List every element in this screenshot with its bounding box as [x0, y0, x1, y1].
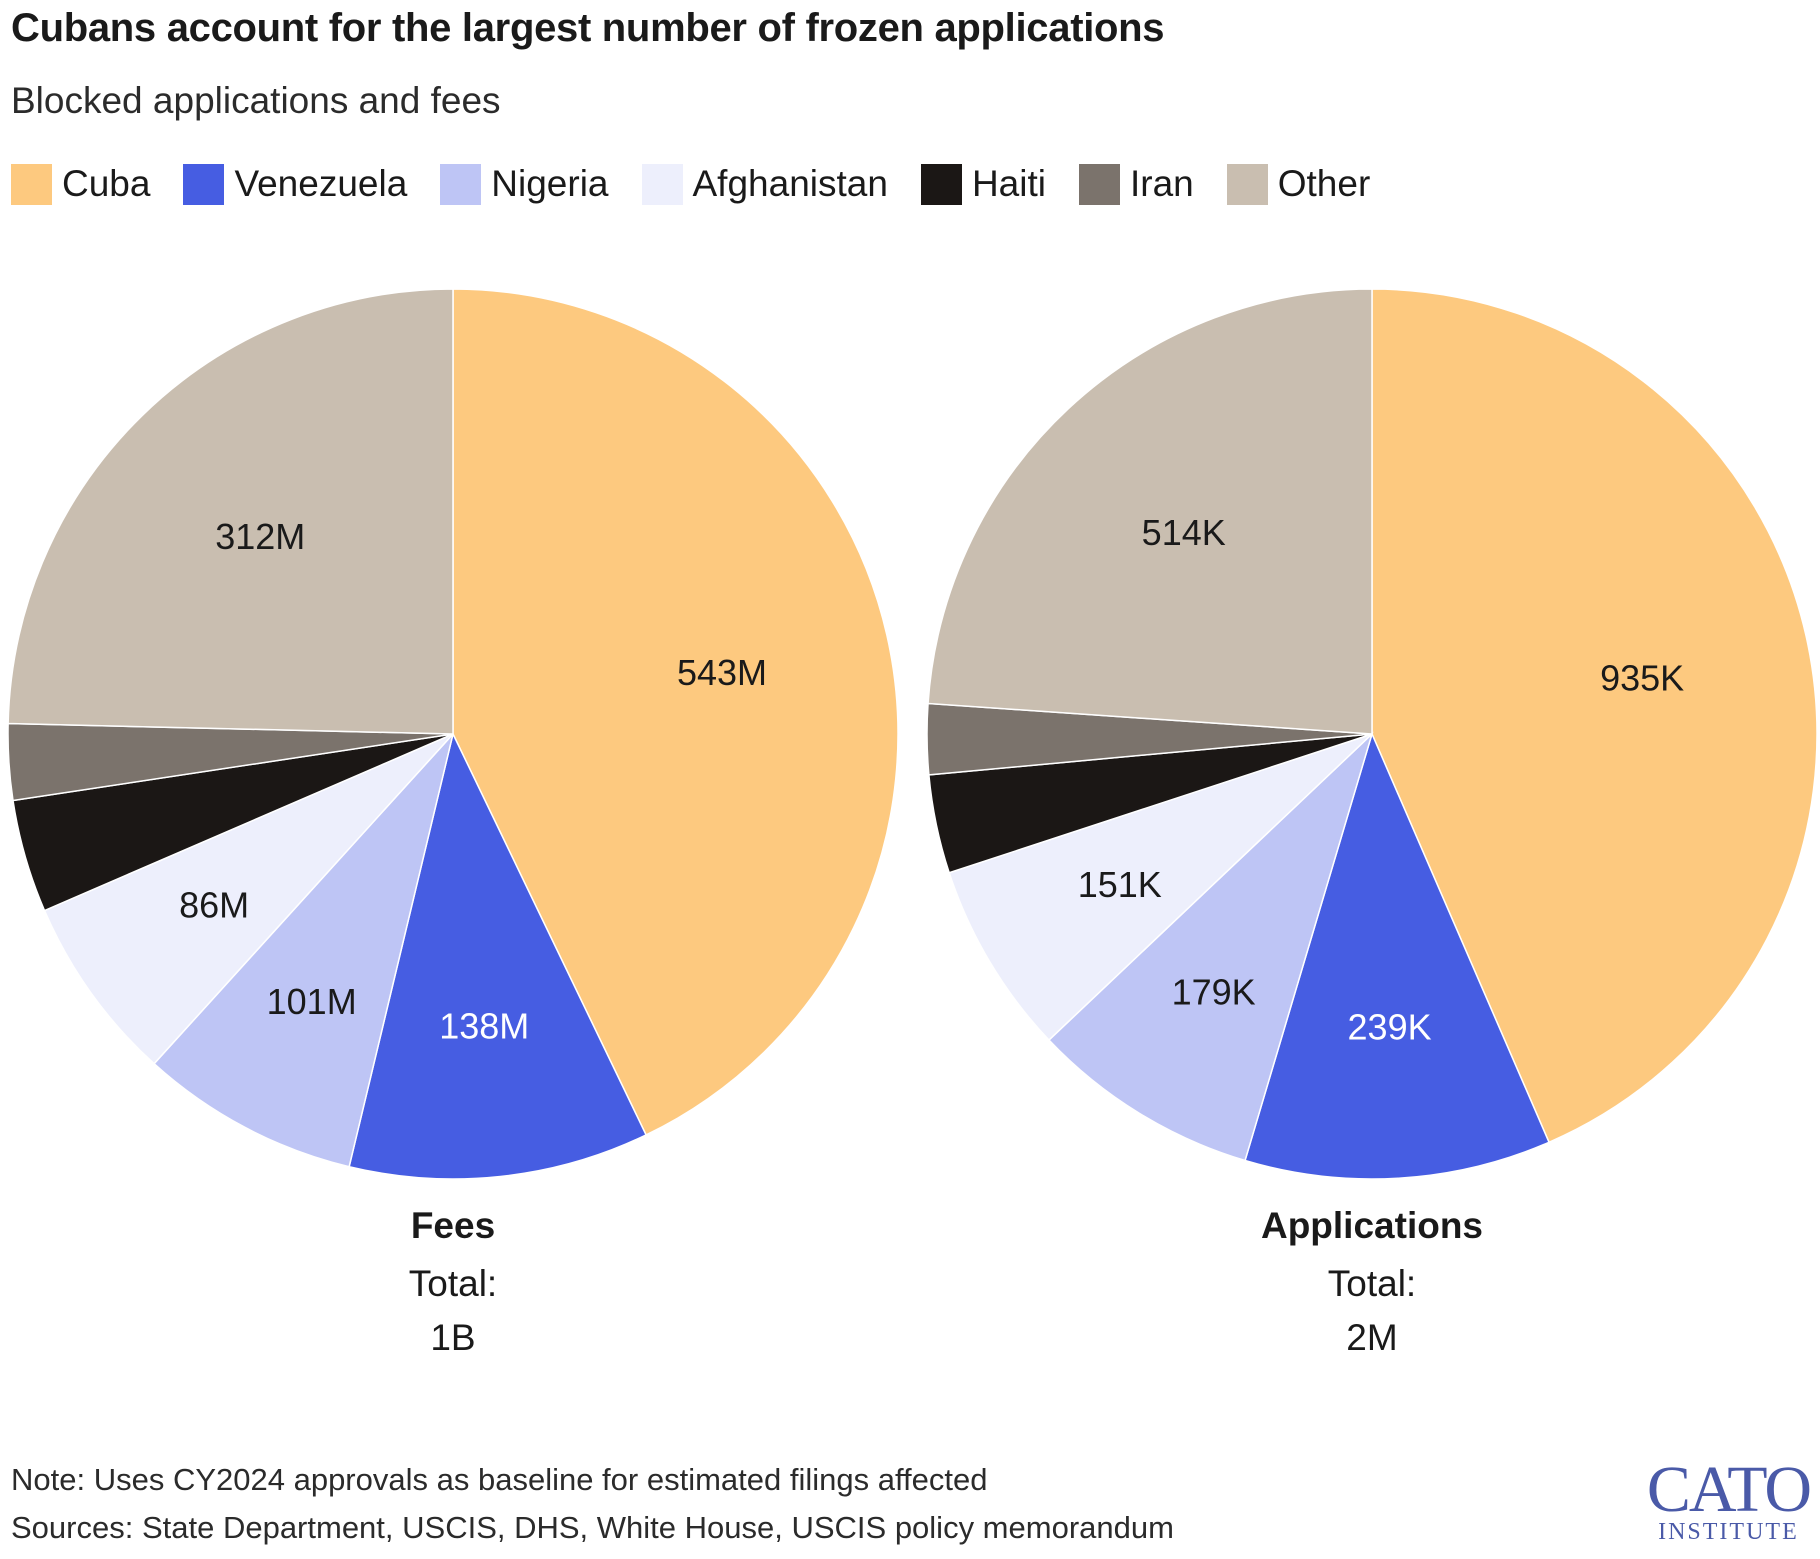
legend-item-nigeria: Nigeria [440, 163, 609, 205]
footer-note: Note: Uses CY2024 approvals as baseline … [11, 1462, 988, 1497]
fees-slice-other [7, 288, 454, 735]
legend-swatch-nigeria [440, 163, 482, 205]
fees-label-nigeria: 101M [267, 981, 357, 1022]
logo-sub: INSTITUTE [1658, 1519, 1799, 1545]
applications-label-venezuela: 239K [1348, 1007, 1432, 1048]
legend-label-venezuela: Venezuela [234, 163, 408, 204]
legend-swatch-afghanistan [641, 163, 683, 205]
fees-slice-cuba [452, 288, 899, 1136]
applications-label-other: 514K [1142, 512, 1226, 553]
legend-item-venezuela: Venezuela [183, 163, 407, 205]
fees-slice-venezuela [348, 731, 648, 1180]
applications-label-afghanistan: 151K [1078, 864, 1162, 905]
legend-swatch-haiti [920, 163, 962, 205]
legend: Cuba Venezuela Nigeria Afghanistan Haiti… [11, 163, 1403, 205]
legend-item-cuba: Cuba [11, 163, 150, 205]
applications-slice-afghanistan [948, 733, 1373, 1042]
fees-slice-nigeria [153, 733, 454, 1168]
fees-pie: 543M 138M 101M 86M 312M Fees Total: 1B [7, 288, 899, 1358]
fees-title: Fees [411, 1205, 495, 1246]
legend-item-other: Other [1226, 163, 1371, 205]
cato-logo: CATO INSTITUTE [1646, 1453, 1812, 1545]
applications-slice-cuba [1371, 288, 1818, 1144]
legend-label-cuba: Cuba [62, 163, 151, 204]
applications-label-nigeria: 179K [1172, 971, 1256, 1012]
chart-title: Cubans account for the largest number of… [11, 6, 1165, 50]
footer-sources: Sources: State Department, USCIS, DHS, W… [11, 1510, 1174, 1545]
legend-item-haiti: Haiti [920, 163, 1046, 205]
fees-label-venezuela: 138M [439, 1006, 529, 1047]
legend-swatch-venezuela [183, 163, 225, 205]
applications-label-cuba: 935K [1600, 657, 1684, 698]
fees-label-afghanistan: 86M [179, 884, 249, 925]
applications-slice-nigeria [1047, 731, 1374, 1162]
applications-pie: 935K 239K 179K 151K 514K Applications Total: 2M [926, 288, 1818, 1358]
legend-item-iran: Iran [1078, 163, 1194, 205]
applications-slice-venezuela [1244, 731, 1551, 1180]
fees-slice-afghanistan [43, 733, 454, 1065]
legend-swatch-other [1226, 163, 1268, 205]
fees-label-other: 312M [215, 516, 305, 557]
applications-total-value: 2M [1346, 1317, 1397, 1358]
legend-label-other: Other [1277, 163, 1371, 204]
applications-total-label: Total: [1328, 1263, 1416, 1304]
applications-slice-other [927, 288, 1373, 735]
logo-main: CATO [1646, 1453, 1812, 1526]
legend-label-iran: Iran [1129, 163, 1194, 204]
legend-label-afghanistan: Afghanistan [692, 163, 888, 204]
legend-swatch-iran [1078, 163, 1120, 205]
fees-label-cuba: 543M [677, 652, 767, 693]
legend-label-nigeria: Nigeria [491, 163, 609, 204]
applications-title: Applications [1261, 1205, 1483, 1246]
fees-total-value: 1B [430, 1317, 475, 1358]
legend-item-afghanistan: Afghanistan [641, 163, 888, 205]
chart-subtitle: Blocked applications and fees [11, 80, 501, 121]
legend-swatch-cuba [11, 163, 52, 205]
fees-total-label: Total: [409, 1263, 497, 1304]
legend-label-haiti: Haiti [971, 163, 1046, 204]
